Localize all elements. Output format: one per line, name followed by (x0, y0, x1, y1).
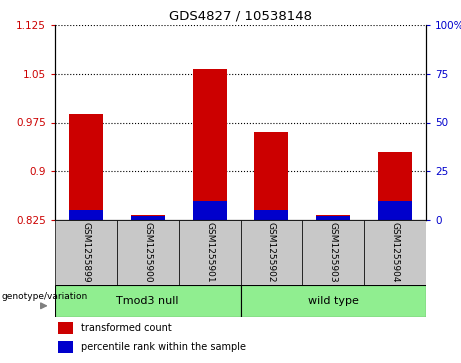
Text: GSM1255899: GSM1255899 (82, 222, 90, 283)
Bar (378, 200, 412, 220)
Bar (179, 220, 241, 285)
Text: Tmod3 null: Tmod3 null (117, 296, 179, 306)
Text: GSM1255904: GSM1255904 (390, 222, 400, 283)
Bar (55, 220, 117, 285)
Bar (302, 220, 364, 285)
Bar (117, 220, 179, 285)
Bar (316, 216, 350, 220)
Bar (316, 216, 350, 220)
Bar (193, 69, 227, 220)
Text: GSM1255900: GSM1255900 (143, 222, 152, 283)
Bar (254, 210, 289, 220)
Text: GSM1255902: GSM1255902 (267, 222, 276, 283)
Bar (69, 114, 103, 220)
Bar (241, 220, 302, 285)
Text: transformed count: transformed count (81, 323, 171, 333)
Bar (131, 216, 165, 220)
Bar (254, 132, 289, 220)
Text: wild type: wild type (308, 296, 359, 306)
Bar (241, 285, 426, 317)
Text: percentile rank within the sample: percentile rank within the sample (81, 342, 246, 352)
Bar (58, 322, 73, 334)
Bar (378, 152, 412, 220)
Bar (55, 285, 241, 317)
Text: genotype/variation: genotype/variation (1, 292, 87, 301)
Text: GSM1255903: GSM1255903 (329, 222, 338, 283)
Bar (364, 220, 426, 285)
Bar (131, 216, 165, 220)
Title: GDS4827 / 10538148: GDS4827 / 10538148 (169, 9, 312, 23)
Bar (69, 210, 103, 220)
Bar (193, 200, 227, 220)
Bar (58, 341, 73, 353)
Text: GSM1255901: GSM1255901 (205, 222, 214, 283)
